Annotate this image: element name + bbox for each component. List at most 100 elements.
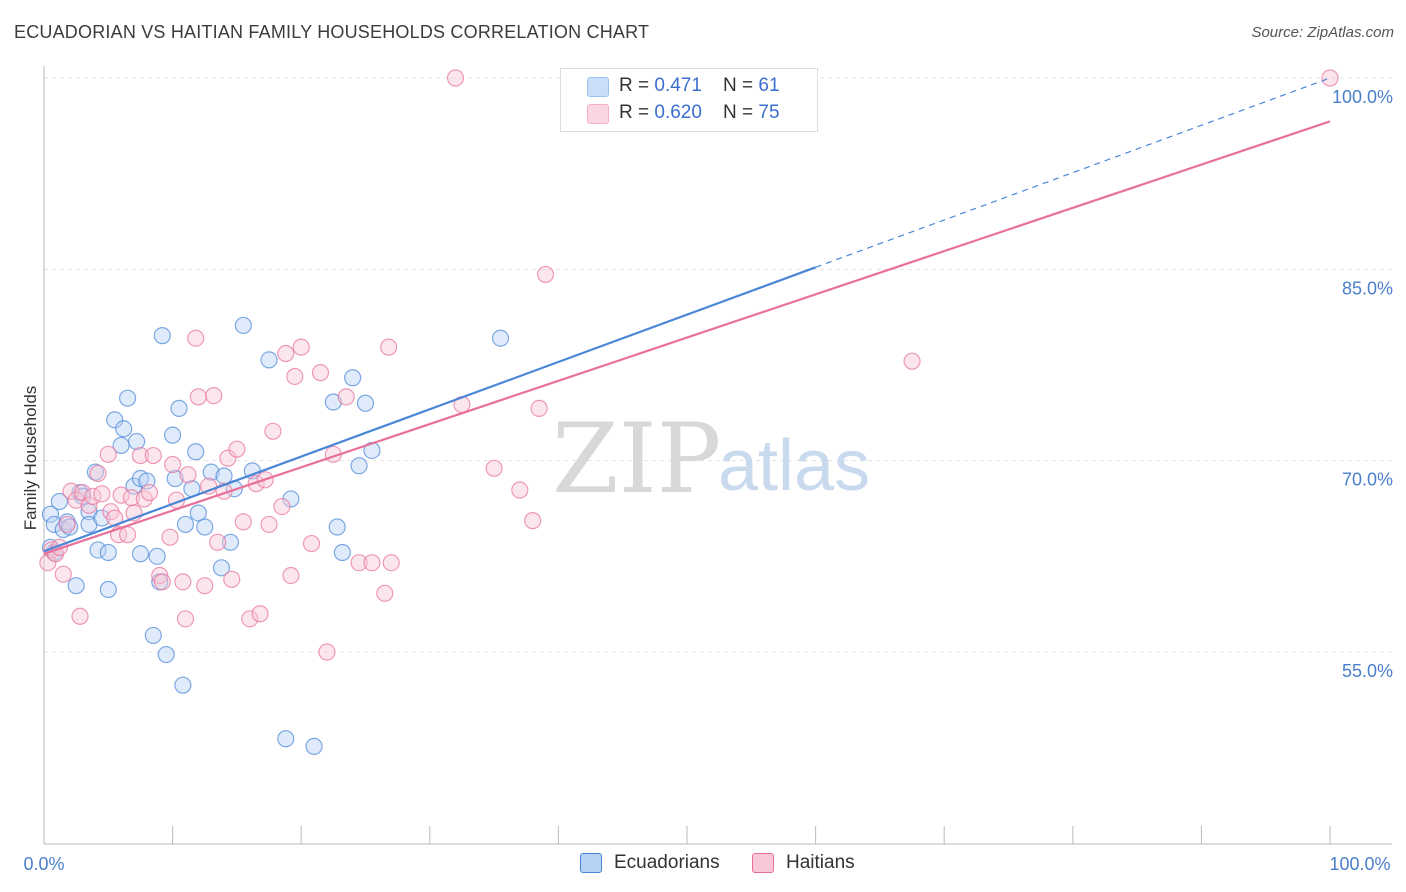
- haitian-point: [131, 446, 150, 465]
- haitian-point: [1321, 69, 1339, 87]
- ecuadorian-point: [328, 518, 346, 536]
- haitian-point: [219, 449, 237, 467]
- ecuadorian-point: [127, 432, 146, 451]
- ecuadorian-point: [50, 492, 69, 511]
- haitian-point: [524, 512, 542, 530]
- ecuadorian-point: [166, 469, 184, 488]
- haitian-point: [196, 577, 214, 595]
- n-label: N =: [723, 75, 759, 96]
- ecuadorian-point: [106, 411, 124, 429]
- n-value: 61: [758, 75, 780, 96]
- ecuadorian-point: [333, 543, 351, 562]
- haitian-point: [209, 533, 227, 551]
- ecuadorian-point: [260, 351, 278, 369]
- haitian-trend-line: [43, 120, 1331, 555]
- ecuadorian-point: [99, 580, 117, 599]
- haitian-point: [223, 570, 241, 588]
- haitian-point: [164, 455, 182, 474]
- haitian-point: [292, 338, 310, 356]
- x-tick-label: 100.0%: [1329, 854, 1390, 874]
- bottom-legend-label-haitians: Haitians: [786, 852, 855, 873]
- haitian-point: [380, 338, 398, 356]
- ecuadorian-point: [61, 518, 79, 536]
- x-tick-label: 0.0%: [23, 854, 64, 874]
- haitian-point: [89, 464, 107, 483]
- ecuadorian-point: [164, 426, 182, 444]
- r-value: 0.620: [654, 102, 702, 123]
- bottom-legend-label-ecuadorians: Ecuadorians: [614, 852, 720, 873]
- haitian-point: [118, 526, 137, 544]
- ecuadorian-point: [174, 676, 192, 694]
- legend-text-ecuadorians: R = 0.471 N = 61: [619, 75, 780, 97]
- ecuadorian-point: [344, 369, 362, 387]
- haitian-point: [140, 483, 159, 502]
- n-value: 75: [758, 102, 780, 123]
- haitian-point: [161, 528, 179, 546]
- haitian-point: [241, 610, 259, 628]
- ecuadorian-point: [212, 559, 231, 577]
- haitian-point: [176, 610, 195, 628]
- haitian-point: [99, 445, 117, 463]
- ecuadorian-point: [234, 316, 252, 335]
- haitian-point: [189, 388, 207, 406]
- haitian-point: [153, 573, 171, 591]
- haitian-point: [337, 388, 355, 406]
- y-tick-label: 100.0%: [1332, 87, 1393, 107]
- haitian-point: [228, 440, 246, 458]
- ecuadorian-point: [93, 509, 111, 527]
- legend-swatch-ecuadorians: [587, 77, 609, 97]
- ecuadorian-point: [176, 515, 195, 534]
- y-axis-title: Family Households: [21, 386, 40, 531]
- haitian-point: [277, 344, 295, 363]
- haitian-point: [903, 352, 921, 370]
- ecuadorian-point: [305, 737, 323, 755]
- haitian-point: [536, 265, 555, 284]
- source-label: Source: ZipAtlas.com: [1251, 24, 1394, 41]
- y-tick-label: 55.0%: [1342, 661, 1393, 681]
- ecuadorian-trend-line: [43, 266, 816, 553]
- haitian-point: [205, 387, 223, 405]
- haitian-point: [302, 534, 321, 553]
- ecuadorian-point: [350, 457, 368, 475]
- ecuadorian-point: [187, 443, 205, 461]
- watermark: ZIP atlas: [552, 403, 870, 515]
- haitian-point: [187, 329, 205, 347]
- ecuadorian-point: [99, 543, 117, 562]
- watermark-atlas: atlas: [718, 426, 870, 506]
- ecuadorian-point: [189, 504, 207, 522]
- watermark-zip: ZIP: [552, 403, 721, 515]
- ecuadorian-point: [277, 730, 295, 748]
- haitian-point: [311, 364, 330, 382]
- haitian-point: [376, 584, 394, 602]
- ecuadorian-point: [115, 420, 133, 438]
- haitian-point: [273, 497, 291, 516]
- trend-lines: [43, 77, 1331, 555]
- r-value: 0.471: [654, 75, 702, 96]
- haitian-point: [350, 554, 368, 572]
- haitian-point: [247, 475, 265, 493]
- haitian-point: [363, 554, 381, 572]
- ecuadorian-point: [202, 463, 220, 481]
- legend-text-haitians: R = 0.620 N = 75: [619, 102, 780, 124]
- haitian-point: [174, 573, 192, 591]
- haitian-point: [318, 643, 336, 661]
- haitian-point: [54, 565, 72, 583]
- haitian-point: [382, 554, 400, 572]
- ecuadorian-point: [157, 645, 175, 664]
- ecuadorian-point: [131, 545, 150, 563]
- haitian-point: [71, 607, 89, 625]
- ecuadorian-point: [144, 626, 162, 645]
- bottom-legend-swatch-ecuadorians: [580, 853, 602, 873]
- haitian-point: [446, 69, 465, 87]
- ecuadorian-trend-extension: [815, 77, 1331, 268]
- tick-labels: 55.0% 70.0% 85.0% 100.0% 0.0% 100.0%: [23, 87, 1393, 874]
- haitian-point: [58, 515, 76, 534]
- haitian-point: [264, 422, 282, 440]
- r-label: R =: [619, 75, 655, 96]
- haitian-point: [251, 605, 269, 623]
- chart-title: ECUADORIAN VS HAITIAN FAMILY HOUSEHOLDS …: [14, 22, 650, 42]
- haitian-point: [93, 485, 111, 503]
- haitian-point: [511, 481, 529, 499]
- haitian-point: [530, 399, 548, 417]
